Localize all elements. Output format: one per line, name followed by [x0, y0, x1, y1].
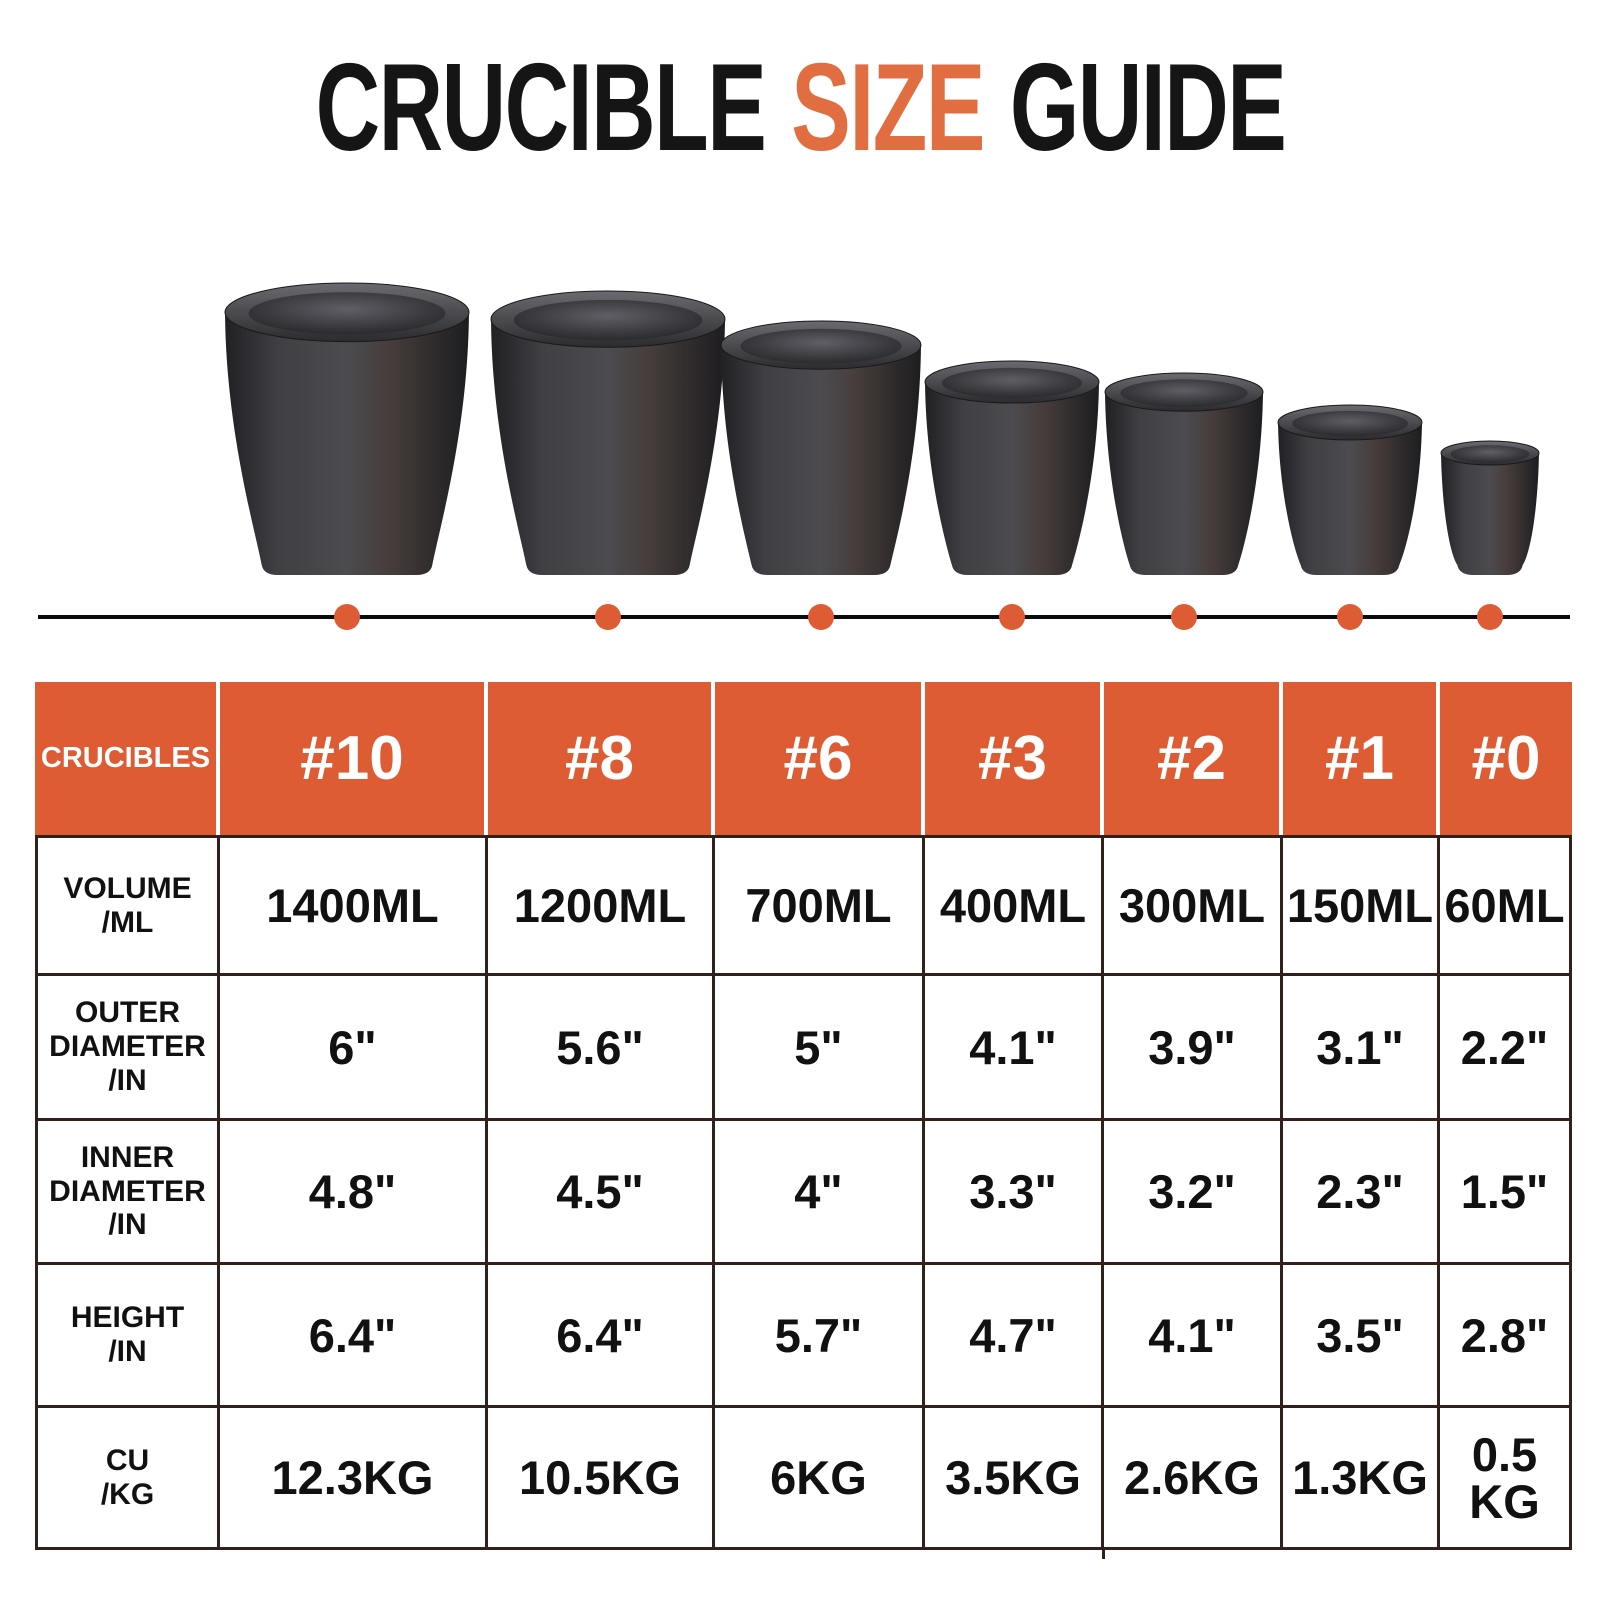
table-cell-height_in-6: 5.7" — [715, 1262, 925, 1405]
column-header-10: #10 — [220, 682, 488, 835]
column-header-6: #6 — [715, 682, 925, 835]
size-marker-dot — [595, 604, 621, 630]
table-cell-height_in-2: 4.1" — [1104, 1262, 1283, 1405]
crucible-image-10 — [223, 280, 471, 583]
table-cell-volume-2: 300ML — [1104, 838, 1283, 973]
column-header-3: #3 — [925, 682, 1104, 835]
crucible-image-0 — [1439, 438, 1541, 583]
table-cell-outer_diameter-0: 2.2" — [1440, 973, 1569, 1118]
crucible-strip — [0, 0, 1601, 640]
table-cell-height_in-10: 6.4" — [220, 1262, 488, 1405]
title-word-highlight: SIZE — [791, 39, 985, 177]
table-cell-cu-1: 1.3KG — [1283, 1405, 1440, 1547]
table-cell-volume-3: 400ML — [925, 838, 1104, 973]
column-header-0: #0 — [1440, 682, 1572, 835]
size-marker-dot — [808, 604, 834, 630]
size-marker-dot — [334, 604, 360, 630]
column-header-8: #8 — [488, 682, 715, 835]
row-label-inner_diameter: INNER DIAMETER /IN — [38, 1118, 220, 1262]
table-cell-cu-10: 12.3KG — [220, 1405, 488, 1547]
table-cell-outer_diameter-10: 6" — [220, 973, 488, 1118]
table-bottom-tick — [1102, 1549, 1105, 1559]
title-word: GUIDE — [1009, 39, 1287, 177]
table-cell-outer_diameter-1: 3.1" — [1283, 973, 1440, 1118]
table-cell-cu-6: 6KG — [715, 1405, 925, 1547]
table-cell-cu-0: 0.5 KG — [1440, 1405, 1569, 1547]
table-cell-outer_diameter-3: 4.1" — [925, 973, 1104, 1118]
row-label-cu: CU /KG — [38, 1405, 220, 1547]
size-table: CRUCIBLES #10 #8 #6 #3 #2 #1 #0 VOLUME /ML 1400M… — [35, 682, 1572, 1550]
size-marker-dot — [1171, 604, 1197, 630]
table-cell-cu-8: 10.5KG — [488, 1405, 715, 1547]
crucible-image-8 — [489, 288, 727, 583]
crucible-image-3 — [923, 358, 1101, 583]
size-table-body: VOLUME /ML 1400ML 1200ML 700ML 400ML 300ML 150… — [35, 835, 1572, 1550]
table-cell-volume-0: 60ML — [1444, 879, 1565, 932]
page-title: CRUCIBLE SIZE GUIDE — [224, 39, 1377, 177]
table-cell-volume-8: 1200ML — [488, 838, 715, 973]
table-cell-inner_diameter-2: 3.2" — [1104, 1118, 1283, 1262]
table-cell-inner_diameter-0: 1.5" — [1440, 1118, 1569, 1262]
row-label-height_in: HEIGHT /IN — [38, 1262, 220, 1405]
table-cell-outer_diameter-6: 5" — [715, 973, 925, 1118]
size-marker-dot — [1477, 604, 1503, 630]
table-cell-inner_diameter-10: 4.8" — [220, 1118, 488, 1262]
crucible-image-6 — [719, 318, 923, 583]
table-corner-header: CRUCIBLES — [35, 682, 220, 835]
table-cell-cu-3: 3.5KG — [925, 1405, 1104, 1547]
table-cell-inner_diameter-8: 4.5" — [488, 1118, 715, 1262]
table-cell-cu-2: 2.6KG — [1104, 1405, 1283, 1547]
title-word: CRUCIBLE — [315, 39, 767, 177]
row-label-volume: VOLUME /ML — [38, 838, 220, 973]
table-cell-height_in-0: 2.8" — [1440, 1262, 1569, 1405]
size-axis-line — [38, 615, 1570, 619]
size-marker-dot — [1337, 604, 1363, 630]
table-cell-inner_diameter-6: 4" — [715, 1118, 925, 1262]
table-cell-height_in-3: 4.7" — [925, 1262, 1104, 1405]
table-cell-inner_diameter-1: 2.3" — [1283, 1118, 1440, 1262]
table-cell-outer_diameter-8: 5.6" — [488, 973, 715, 1118]
table-cell-volume-10: 1400ML — [220, 838, 488, 973]
size-table-header-row: CRUCIBLES #10 #8 #6 #3 #2 #1 #0 — [35, 682, 1572, 835]
table-cell-height_in-8: 6.4" — [488, 1262, 715, 1405]
table-cell-volume-6: 700ML — [715, 838, 925, 973]
table-cell-outer_diameter-2: 3.9" — [1104, 973, 1283, 1118]
table-cell-inner_diameter-3: 3.3" — [925, 1118, 1104, 1262]
table-cell-height_in-1: 3.5" — [1283, 1262, 1440, 1405]
table-cell-volume-1: 150ML — [1283, 838, 1440, 973]
column-header-2: #2 — [1104, 682, 1283, 835]
size-marker-dot — [999, 604, 1025, 630]
crucible-image-2 — [1103, 370, 1265, 583]
column-header-1: #1 — [1283, 682, 1440, 835]
row-label-outer_diameter: OUTER DIAMETER /IN — [38, 973, 220, 1118]
crucible-image-1 — [1276, 402, 1424, 583]
